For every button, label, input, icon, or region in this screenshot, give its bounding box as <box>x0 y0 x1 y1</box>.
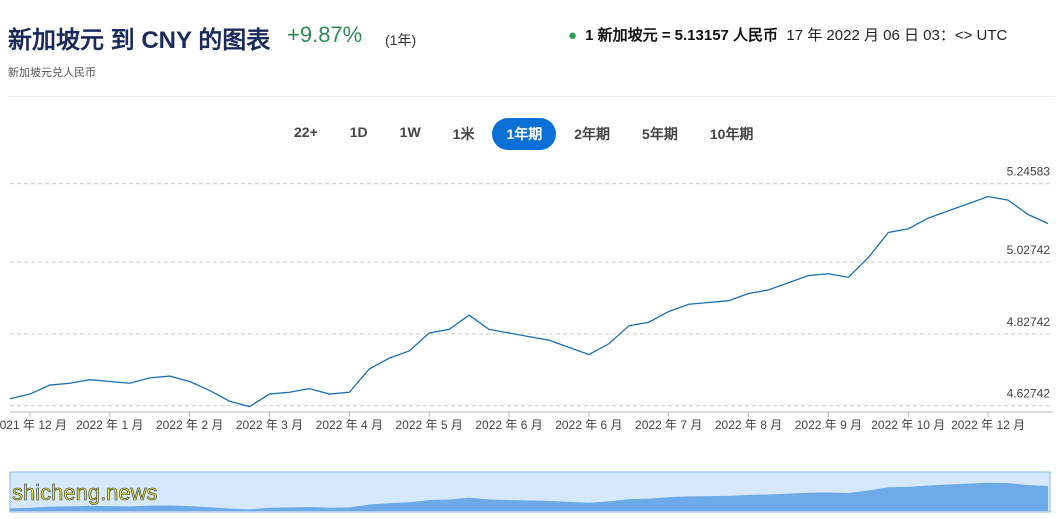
x-tick-label: 2022 年 2 月 <box>156 418 223 432</box>
range-tab[interactable]: 1米 <box>452 126 475 142</box>
rate: 1 新加坡元 = 5.13157 人民币 <box>585 27 779 44</box>
title: 新加坡元 到 CNY 的图表 <box>8 27 271 54</box>
y-tick-label: 5.02742 <box>1007 243 1051 257</box>
timestamp: 17 年 2022 月 06 日 03：<> UTC <box>786 27 1008 44</box>
x-tick-label: 2022 年 6 月 <box>475 418 542 432</box>
range-tab[interactable]: 5年期 <box>642 126 678 142</box>
subtitle: 新加坡元兑人民币 <box>8 67 96 79</box>
x-tick-label: 2022 年 8 月 <box>715 418 782 432</box>
x-tick-label: 2022 年 10 月 <box>871 418 945 432</box>
y-tick-label: 4.82742 <box>1007 315 1051 329</box>
tabs: 22+ 1D 1W 1米 1年期 2年期 5年期 10年期 <box>280 118 767 150</box>
range-tab[interactable]: 2年期 <box>574 126 611 142</box>
range-tab[interactable]: 22+ <box>294 124 318 140</box>
x-tick-label: 2022 年 5 月 <box>396 418 463 432</box>
range-tab[interactable]: 10年期 <box>709 126 754 142</box>
rate-line: ● 1 新加坡元 = 5.13157 人民币 17 年 2022 月 06 日 0… <box>568 27 1008 44</box>
separator <box>8 96 1055 97</box>
x-tick-label: 2022 年 9 月 <box>795 418 862 432</box>
change: +9.87% <box>287 22 363 47</box>
x-tick-label: 2022 年 12 月 <box>951 418 1025 432</box>
x-tick-label: 2022 年 4 月 <box>316 418 383 432</box>
range-tab[interactable]: 1年期 <box>492 118 557 150</box>
x-tick-label: 2022 年 3 月 <box>236 418 303 432</box>
y-tick-label: 5.24583 <box>1007 165 1051 179</box>
watermark: shicheng.news <box>12 480 158 505</box>
range-tab[interactable]: 1D <box>349 124 368 140</box>
y-tick-label: 4.62742 <box>1007 387 1051 401</box>
x-tick-label: 2022 年 6 月 <box>555 418 622 432</box>
price-line <box>9 195 1049 408</box>
x-tick-label: 2021 年 12 月 <box>0 418 67 432</box>
x-tick-label: 2022 年 7 月 <box>635 418 702 432</box>
x-tick-label: 2022 年 1 月 <box>76 418 143 432</box>
range-tab[interactable]: 1W <box>399 124 421 140</box>
navigator-area <box>10 482 1048 511</box>
period: (1年) <box>385 32 417 48</box>
